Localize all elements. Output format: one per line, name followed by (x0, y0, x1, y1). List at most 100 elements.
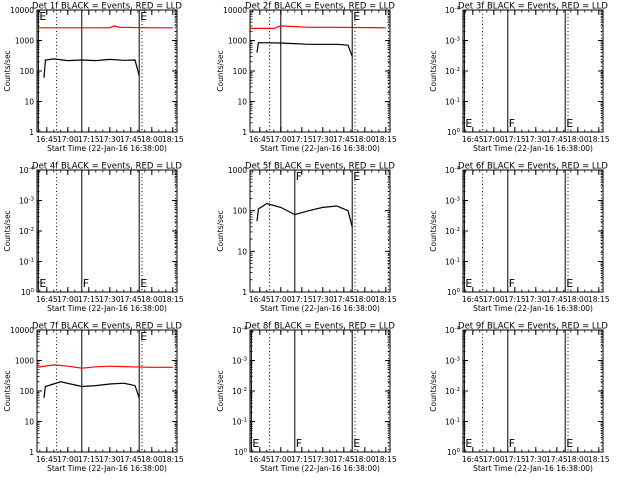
x-tick-label: 18:15 (162, 295, 184, 304)
x-tick-label: 18:15 (375, 455, 397, 464)
y-tick-label: 10 (237, 247, 247, 256)
panel-title: Det 2f BLACK = Events, RED = LLD (245, 2, 395, 12)
event-letter-label: E (353, 170, 360, 183)
event-letter-label: E (252, 437, 259, 450)
y-axis-label: Counts/sec (429, 370, 438, 411)
y-tick-label: 10-3 (445, 357, 461, 366)
y-tick-label: 100 (20, 387, 35, 396)
event-letter-label: F (83, 277, 89, 290)
y-tick-label: 10-3 (445, 37, 461, 46)
y-tick-label: 1 (29, 448, 34, 457)
lld-series-line (36, 364, 173, 369)
panel-title: Det 5f BLACK = Events, RED = LLD (245, 162, 395, 172)
plot-frame (36, 329, 178, 453)
x-tick-label: 17:00 (57, 295, 79, 304)
panel-det-6: Det 6f BLACK = Events, RED = LLD 100 10-1 1… (429, 162, 610, 314)
x-axis-label: Start Time (22-Jan-16 16:38:00) (260, 304, 380, 313)
panel-det-1: Det 1f BLACK = Events, RED = LLD 1 10 100 10… (3, 2, 184, 154)
plot-frame (462, 9, 604, 133)
x-tick-label: 17:00 (270, 295, 292, 304)
x-tick-label: 17:30 (312, 295, 334, 304)
x-tick-label: 17:00 (57, 455, 79, 464)
y-tick-label: 10-1 (232, 418, 247, 427)
x-tick-label: 16:45 (249, 295, 271, 304)
events-series-line (43, 58, 140, 78)
x-tick-label: 18:15 (162, 455, 184, 464)
y-tick-label: 10-2 (445, 387, 460, 396)
x-tick-label: 16:45 (462, 295, 484, 304)
panel-title: Det 1f BLACK = Events, RED = LLD (32, 2, 182, 12)
y-tick-label: 10-4 (445, 166, 461, 175)
x-tick-label: 17:15 (504, 135, 526, 144)
y-tick-label: 1 (29, 128, 34, 137)
y-tick-label: 10-3 (19, 197, 35, 206)
y-tick-label: 10-3 (232, 357, 248, 366)
y-tick-label: 100 (233, 67, 248, 76)
y-tick-label: 1000 (228, 166, 247, 175)
x-tick-label: 17:00 (483, 295, 505, 304)
x-tick-label: 17:45 (546, 455, 568, 464)
panel-det-5: Det 5f BLACK = Events, RED = LLD 1 10 100 10… (216, 162, 397, 314)
y-tick-label: 1 (242, 128, 247, 137)
event-letter-label: E (140, 330, 147, 343)
y-axis-label: Counts/sec (216, 370, 225, 411)
y-tick-label: 100 (447, 128, 461, 137)
y-tick-label: 10-1 (445, 418, 460, 427)
panel-title: Det 9f BLACK = Events, RED = LLD (458, 322, 608, 332)
x-axis-label: Start Time (22-Jan-16 16:38:00) (47, 304, 167, 313)
x-tick-label: 16:45 (462, 135, 484, 144)
y-tick-label: 1000 (15, 357, 34, 366)
y-tick-label: 10-2 (232, 387, 247, 396)
x-tick-label: 18:15 (588, 135, 610, 144)
events-series-line (256, 202, 353, 227)
event-letter-label: F (509, 277, 515, 290)
x-tick-label: 18:00 (141, 455, 163, 464)
y-axis-label: Counts/sec (3, 50, 12, 91)
x-axis-label: Start Time (22-Jan-16 16:38:00) (260, 464, 380, 473)
y-tick-label: 10-2 (445, 227, 460, 236)
y-tick-label: 100 (447, 448, 461, 457)
x-tick-label: 16:45 (249, 135, 271, 144)
x-tick-label: 18:15 (588, 455, 610, 464)
x-tick-label: 18:15 (588, 295, 610, 304)
event-letter-label: E (140, 277, 147, 290)
event-letter-label: E (566, 117, 573, 130)
event-letter-label: E (353, 437, 360, 450)
panel-title: Det 3f BLACK = Events, RED = LLD (458, 2, 608, 12)
x-tick-label: 17:00 (483, 455, 505, 464)
x-tick-label: 17:00 (57, 135, 79, 144)
panel-det-9: Det 9f BLACK = Events, RED = LLD 100 10-1 1… (429, 322, 610, 474)
y-axis-label: Counts/sec (216, 210, 225, 251)
x-tick-label: 18:00 (141, 295, 163, 304)
panel-det-2: Det 2f BLACK = Events, RED = LLD 1 10 100 10… (216, 2, 397, 154)
x-tick-label: 17:45 (333, 295, 355, 304)
panel-det-4: Det 4f BLACK = Events, RED = LLD 100 10-1 1… (3, 162, 184, 314)
panel-det-8: Det 8f BLACK = Events, RED = LLD 100 10-1 1… (216, 322, 397, 474)
event-letter-label: F (509, 437, 515, 450)
event-letter-label: F (296, 437, 302, 450)
event-letter-label: E (39, 277, 46, 290)
y-axis-label: Counts/sec (429, 50, 438, 91)
panel-title: Det 8f BLACK = Events, RED = LLD (245, 322, 395, 332)
x-tick-label: 18:00 (567, 455, 589, 464)
x-axis-label: Start Time (22-Jan-16 16:38:00) (260, 144, 380, 153)
y-tick-label: 10-4 (445, 6, 461, 15)
plot-frame (249, 169, 391, 293)
x-tick-label: 18:00 (354, 295, 376, 304)
x-tick-label: 17:30 (99, 455, 121, 464)
x-tick-label: 17:30 (312, 455, 334, 464)
x-tick-label: 16:45 (249, 455, 271, 464)
y-tick-label: 10-1 (445, 258, 460, 267)
x-tick-label: 17:15 (291, 455, 313, 464)
x-tick-label: 18:15 (375, 295, 397, 304)
y-tick-label: 10-4 (445, 326, 461, 335)
event-letter-label: E (140, 10, 147, 23)
x-tick-label: 17:30 (99, 295, 121, 304)
x-tick-label: 18:00 (141, 135, 163, 144)
y-axis-label: Counts/sec (3, 210, 12, 251)
y-axis-label: Counts/sec (216, 50, 225, 91)
y-tick-label: 1 (242, 288, 247, 297)
y-tick-label: 10-3 (445, 197, 461, 206)
y-tick-label: 1000 (228, 37, 247, 46)
y-tick-label: 10-2 (19, 227, 34, 236)
